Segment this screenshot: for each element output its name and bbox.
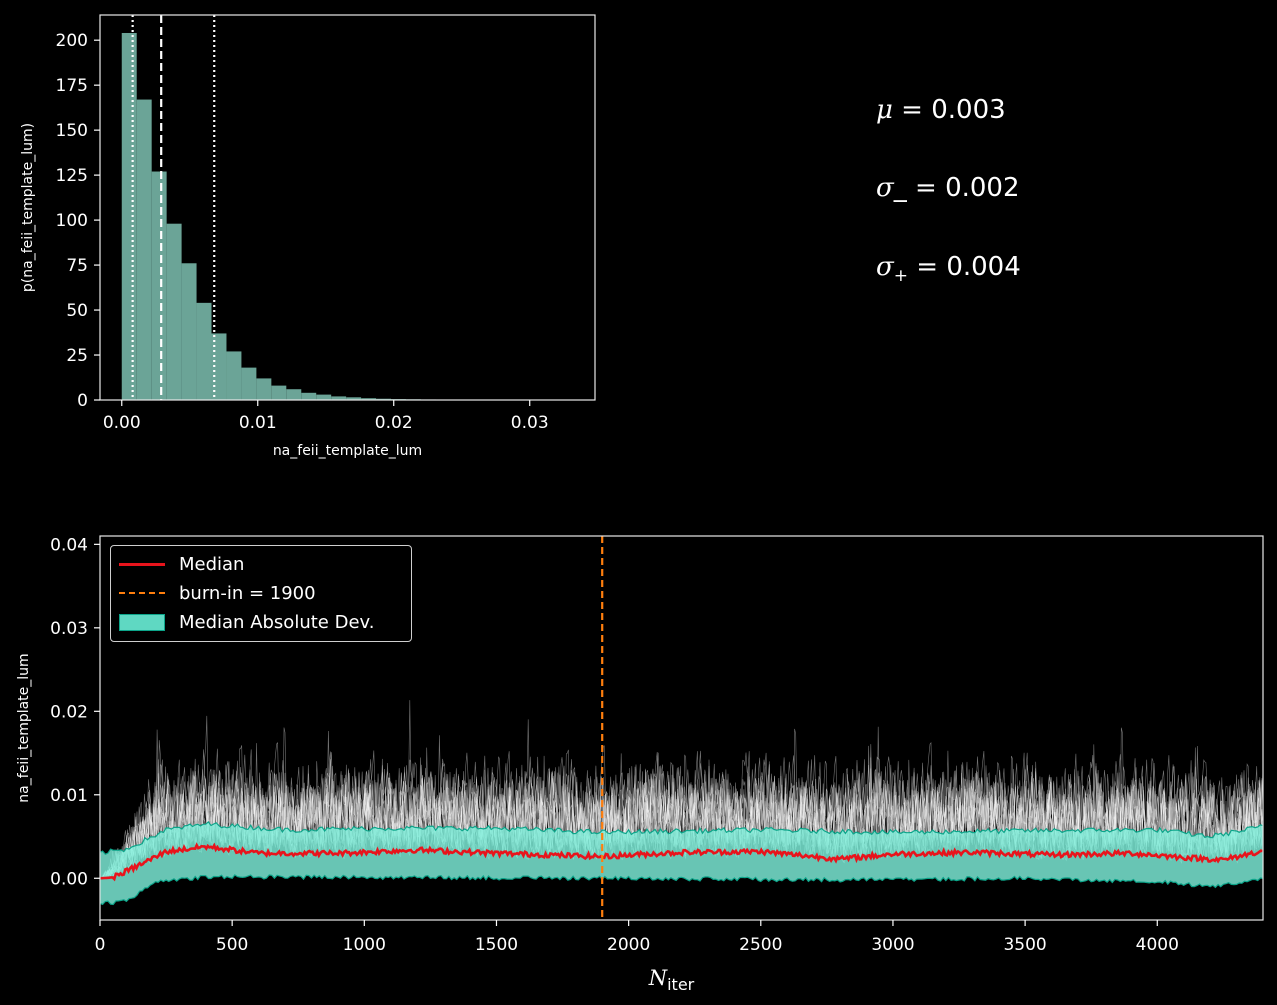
trace-x-tick-label: 3000 <box>871 935 914 955</box>
hist-bar <box>331 396 347 400</box>
trace-x-tick-label: 2500 <box>739 935 782 955</box>
hist-bar <box>256 378 272 400</box>
trace-x-tick-label: 500 <box>216 935 248 955</box>
hist-y-tick-label: 125 <box>56 166 88 186</box>
mad-band <box>100 821 1263 906</box>
trace-y-tick-label: 0.01 <box>50 786 88 806</box>
hist-x-axis-label: na_feii_template_lum <box>273 443 422 459</box>
hist-y-tick-label: 75 <box>66 256 88 276</box>
trace-y-tick-label: 0.02 <box>50 702 88 722</box>
hist-bar <box>196 302 212 400</box>
trace-x-tick-label: 3500 <box>1003 935 1046 955</box>
trace-x-axis-label: Niter <box>648 966 695 994</box>
hist-bar <box>226 351 242 400</box>
hist-y-tick-label: 0 <box>77 391 88 411</box>
trace-frame <box>99 535 1264 921</box>
hist-bar <box>151 171 167 400</box>
hist-y-tick-label: 50 <box>66 301 88 321</box>
hist-bar <box>271 385 287 400</box>
hist-bar <box>241 367 257 400</box>
hist-bar <box>361 398 377 400</box>
hist-x-tick-label: 0.00 <box>103 413 141 433</box>
hist-bar <box>181 263 197 400</box>
trace-plot-area <box>100 700 1263 906</box>
hist-y-tick-label: 200 <box>56 31 88 51</box>
trace-legend: Median burn-in = 1900 Median Absolute De… <box>110 545 412 642</box>
hist-y-tick-label: 100 <box>56 211 88 231</box>
stat-mu: μ = 0.003 <box>876 95 1006 125</box>
hist-bar <box>346 397 362 400</box>
trace-y-tick-label: 0.00 <box>50 869 88 889</box>
trace-y-axis-label: na_feii_template_lum <box>16 653 32 802</box>
trace-y-tick-label: 0.04 <box>50 535 88 555</box>
trace-y-tick-label: 0.03 <box>50 619 88 639</box>
stat-sigma-plus: σ+ = 0.004 <box>876 252 1021 287</box>
trace-x-tick-label: 4000 <box>1136 935 1179 955</box>
hist-bar <box>166 223 182 400</box>
stat-sigma-minus: σ_ = 0.002 <box>876 173 1020 203</box>
legend-item-median: Median <box>119 551 244 577</box>
trace-x-tick-label: 2000 <box>607 935 650 955</box>
hist-y-tick-label: 150 <box>56 121 88 141</box>
trace-x-tick-label: 0 <box>95 935 106 955</box>
hist-bar <box>301 392 317 400</box>
hist-bar <box>121 32 137 400</box>
hist-y-tick-label: 175 <box>56 76 88 96</box>
trace-x-tick-label: 1500 <box>475 935 518 955</box>
hist-bar <box>286 389 302 400</box>
walker-trace <box>100 745 1263 879</box>
hist-x-tick-label: 0.01 <box>239 413 277 433</box>
median-trace <box>100 842 1263 882</box>
walker-trace <box>100 715 1263 879</box>
histogram-panel: 0.00 0.01 0.02 0.03 0 25 50 75 100 125 150 175 200 na… <box>20 14 596 459</box>
hist-y-tick-label: 25 <box>66 346 88 366</box>
trace-x-tick-label: 1000 <box>343 935 386 955</box>
hist-x-tick-label: 0.03 <box>511 413 549 433</box>
hist-bar <box>316 394 332 400</box>
legend-item-mad: Median Absolute Dev. <box>119 609 375 635</box>
hist-frame <box>99 14 596 401</box>
hist-bar <box>376 398 392 400</box>
legend-item-burn-in: burn-in = 1900 <box>119 580 316 606</box>
hist-x-tick-label: 0.02 <box>375 413 413 433</box>
hist-y-axis-label: p(na_feii_template_lum) <box>20 123 36 292</box>
hist-bar <box>136 99 152 400</box>
